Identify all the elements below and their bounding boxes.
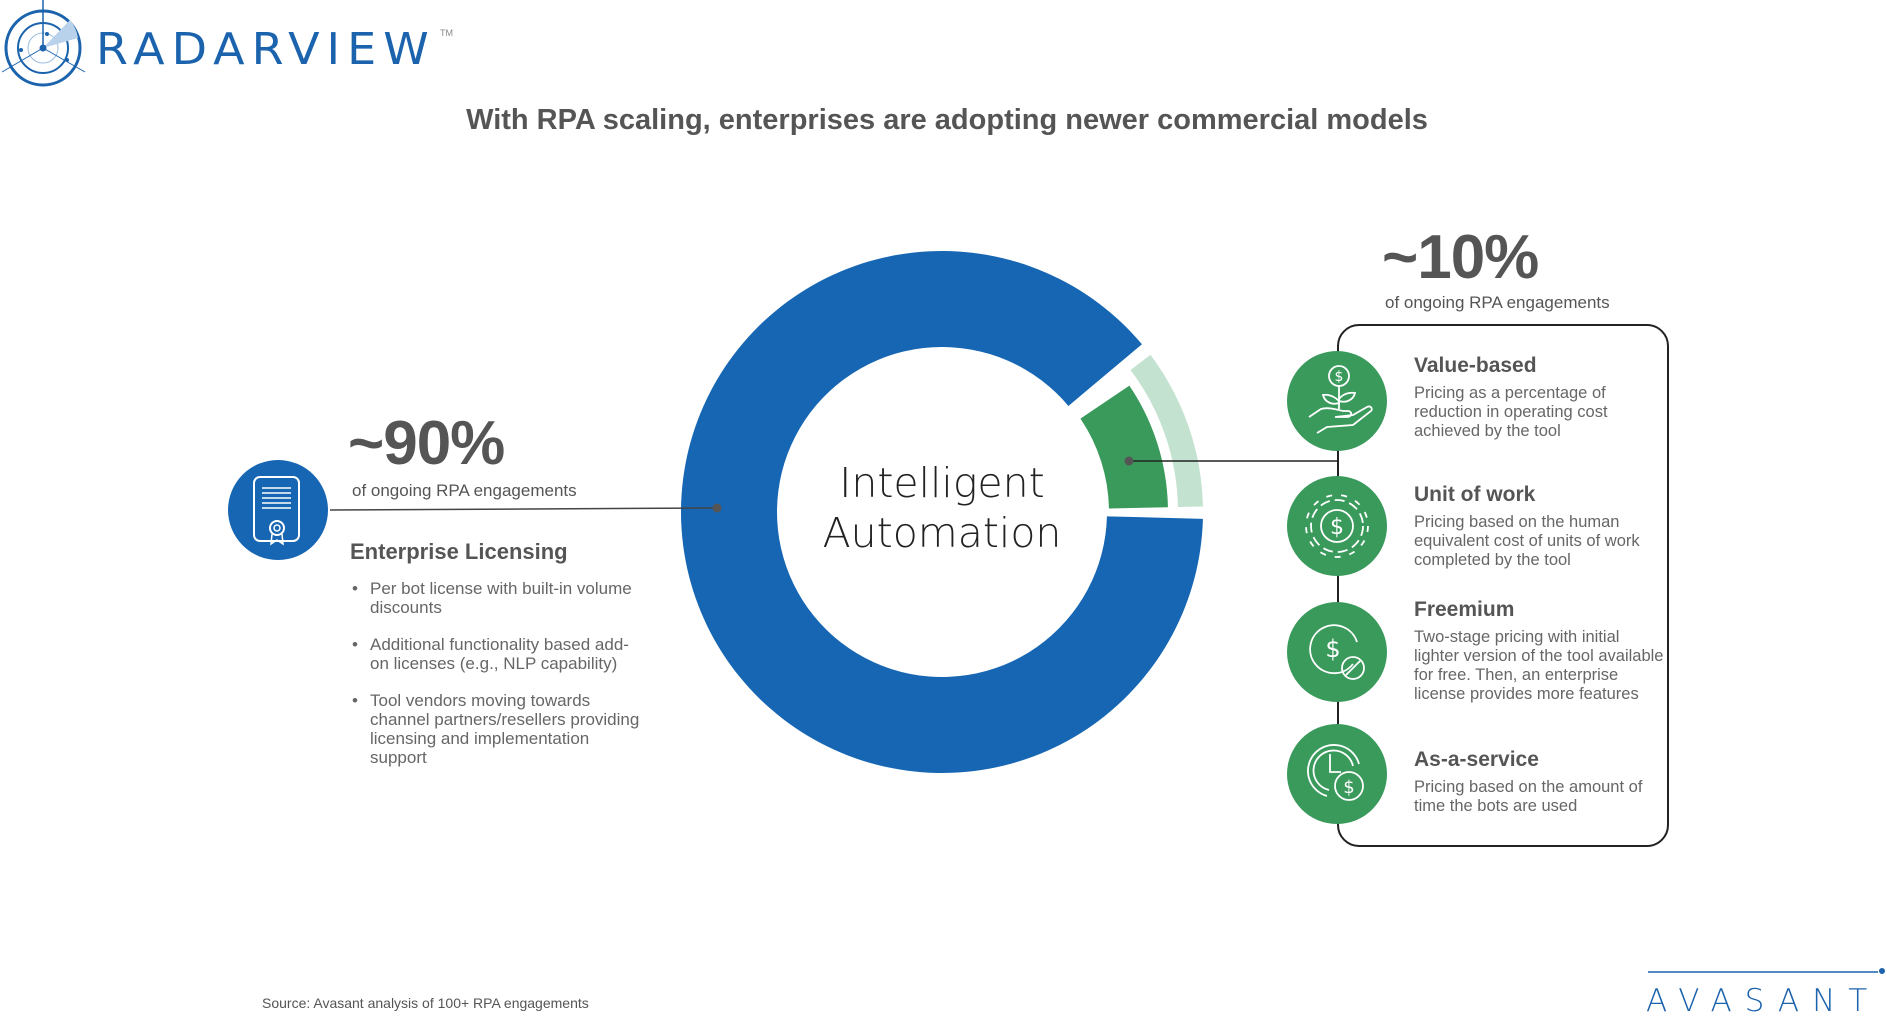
enterprise-licensing-icon-circle <box>228 460 328 560</box>
model-heading: As-a-service <box>1414 748 1539 771</box>
radarview-logo-text: RADARVIEW <box>96 23 436 75</box>
center-label-line2: Automation <box>822 509 1062 557</box>
enterprise-licensing-bullets: Per bot license with built-in volume dis… <box>352 579 642 785</box>
model-heading: Value-based <box>1414 354 1537 377</box>
model-description: Pricing based on the human equivalent co… <box>1414 513 1640 569</box>
model-description: Two-stage pricing with initial lighter v… <box>1414 628 1664 703</box>
donut-center-label: Intelligent Automation <box>792 458 1092 558</box>
dollar-free-icon: $ <box>1309 624 1365 680</box>
avasant-logo-text: AVASANT <box>1646 983 1881 1019</box>
model-freemium: Freemium Two-stage pricing with initial … <box>1414 598 1664 704</box>
model-heading: Unit of work <box>1414 483 1536 506</box>
model-value-based: Value-based Pricing as a percentage of r… <box>1414 354 1664 441</box>
page-title: With RPA scaling, enterprises are adopti… <box>466 104 1428 136</box>
right-connector-dot <box>1124 456 1134 466</box>
enterprise-licensing-heading: Enterprise Licensing <box>350 539 568 564</box>
donut-segment-newer-models-outer-band <box>1130 354 1203 508</box>
left-subtitle: of ongoing RPA engagements <box>352 481 577 500</box>
left-percent: ~90% <box>348 409 505 478</box>
left-connector-dot <box>712 503 722 513</box>
model-unit-of-work: Unit of work Pricing based on the human … <box>1414 483 1664 570</box>
trademark: TM <box>440 28 453 38</box>
svg-text:$: $ <box>1343 777 1354 798</box>
model-heading: Freemium <box>1414 598 1515 621</box>
svg-text:$: $ <box>1325 635 1340 663</box>
clock-dollar-icon: $ <box>1307 744 1364 801</box>
model-description: Pricing as a percentage of reduction in … <box>1414 384 1608 440</box>
source-note: Source: Avasant analysis of 100+ RPA eng… <box>262 995 589 1011</box>
commercial-models-box <box>1337 324 1669 847</box>
hand-plant-dollar-icon: $ <box>1308 365 1373 434</box>
bullet-item: Per bot license with built-in volume dis… <box>352 579 642 617</box>
svg-text:$: $ <box>1330 515 1344 540</box>
gear-dollar-icon: $ <box>1305 494 1369 558</box>
avasant-logo-line <box>1648 968 1885 974</box>
as-a-service-icon-circle: $ <box>1287 724 1387 824</box>
left-connector-line <box>329 507 718 511</box>
radarview-logo-icon <box>1 0 86 87</box>
freemium-icon-circle: $ <box>1287 602 1387 702</box>
bullet-item: Tool vendors moving towards channel part… <box>352 691 642 767</box>
bullet-item: Additional functionality based add-on li… <box>352 635 642 673</box>
center-label-line1: Intelligent <box>839 459 1045 507</box>
model-description: Pricing based on the amount of time the … <box>1414 778 1643 815</box>
model-as-a-service: As-a-service Pricing based on the amount… <box>1414 748 1664 816</box>
donut-segment-enterprise-licensing <box>680 250 1203 773</box>
certificate-icon <box>253 476 300 546</box>
right-subtitle: of ongoing RPA engagements <box>1385 293 1610 312</box>
right-percent: ~10% <box>1382 223 1539 292</box>
donut-segment-newer-models <box>1080 385 1168 509</box>
value-based-icon-circle: $ <box>1287 351 1387 451</box>
svg-text:$: $ <box>1335 369 1344 385</box>
unit-of-work-icon-circle: $ <box>1287 476 1387 576</box>
